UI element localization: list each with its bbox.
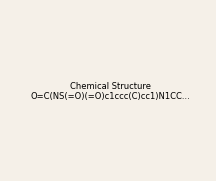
Text: Chemical Structure
O=C(NS(=O)(=O)c1ccc(C)cc1)N1CC...: Chemical Structure O=C(NS(=O)(=O)c1ccc(C…: [31, 82, 191, 101]
